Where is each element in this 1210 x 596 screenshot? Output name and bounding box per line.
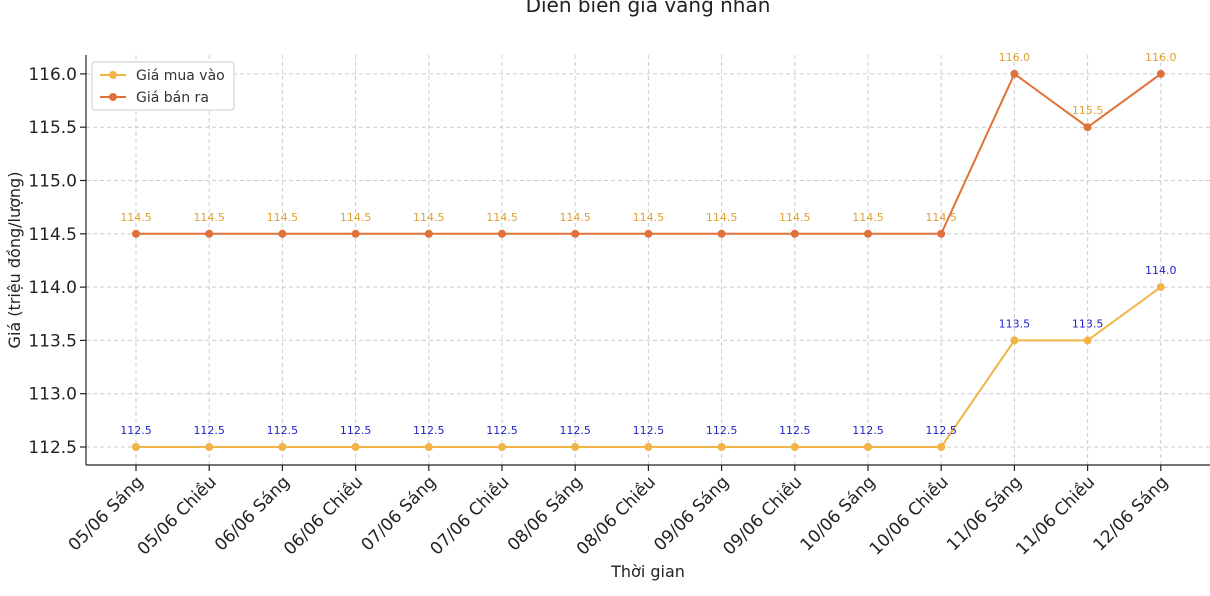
data-label: 112.5 — [193, 424, 225, 437]
data-point — [278, 229, 287, 238]
data-point — [790, 443, 799, 451]
data-point — [132, 443, 140, 451]
data-label: 114.5 — [852, 211, 884, 224]
data-label: 112.5 — [340, 424, 372, 437]
data-point — [1083, 123, 1092, 132]
data-label: 114.5 — [413, 211, 445, 224]
y-ticks: 112.5 113.0 113.5 114.0 114.5 115.0 115.5 116.0 — [28, 65, 86, 458]
y-tick-label: 114.5 — [28, 225, 77, 245]
legend-label: Giá mua vào — [136, 68, 225, 84]
data-point — [644, 443, 653, 451]
data-label: 114.5 — [779, 211, 811, 224]
series-line-0 — [136, 286, 1162, 448]
data-label: 114.5 — [120, 211, 152, 224]
data-point — [864, 229, 872, 238]
data-point — [1010, 336, 1019, 345]
data-label: 112.5 — [779, 424, 811, 437]
x-tick-label: 10/06 Chiều — [865, 472, 953, 560]
data-label: 112.5 — [486, 424, 518, 437]
data-label: 112.5 — [120, 424, 152, 437]
data-label: 116.0 — [999, 51, 1031, 64]
data-label: 112.5 — [559, 424, 591, 437]
data-label: 112.5 — [267, 424, 299, 437]
data-label: 112.5 — [706, 424, 738, 437]
data-label: 112.5 — [852, 424, 884, 437]
data-point — [498, 229, 506, 238]
x-tick-label: 12/06 Sáng — [1089, 472, 1172, 555]
legend: Giá mua vào Giá bán ra — [91, 61, 235, 111]
data-label: 114.5 — [559, 211, 591, 224]
data-label: 114.5 — [340, 211, 372, 224]
y-tick-label: 112.5 — [28, 438, 77, 458]
data-label: 114.5 — [925, 211, 957, 224]
x-tick-label: 11/06 Chiều — [1011, 472, 1099, 560]
data-point — [937, 229, 946, 238]
x-tick-label: 05/06 Chiều — [133, 472, 221, 560]
data-point — [205, 443, 214, 451]
legend-box — [91, 61, 235, 111]
data-label: 113.5 — [1072, 317, 1104, 330]
data-point — [717, 229, 726, 238]
data-point — [351, 443, 360, 451]
data-point — [717, 443, 726, 451]
data-label: 114.5 — [486, 211, 518, 224]
data-point — [644, 229, 653, 238]
data-label: 114.5 — [193, 211, 225, 224]
data-label: 112.5 — [413, 424, 445, 437]
data-point — [571, 229, 580, 238]
y-tick-label: 116.0 — [28, 65, 77, 85]
data-point — [498, 443, 506, 451]
y-tick-label: 114.0 — [28, 278, 77, 298]
data-point — [424, 443, 433, 451]
data-point — [351, 229, 360, 238]
data-label: 114.0 — [1145, 264, 1177, 277]
data-point — [205, 229, 214, 238]
data-point — [1010, 69, 1019, 78]
data-label: 115.5 — [1072, 104, 1104, 117]
grid — [86, 55, 1210, 465]
data-point — [1156, 283, 1165, 292]
data-point — [790, 229, 799, 238]
data-point — [1083, 336, 1092, 345]
data-point — [132, 229, 140, 238]
chart-title: Diễn biến giá vàng nhẫn — [526, 0, 771, 17]
y-tick-label: 113.0 — [28, 385, 77, 405]
data-label: 112.5 — [925, 424, 957, 437]
x-tick-label: 07/06 Chiều — [426, 472, 514, 560]
data-point — [278, 443, 287, 451]
data-point — [864, 443, 872, 451]
legend-marker — [109, 93, 117, 101]
data-label: 114.5 — [633, 211, 665, 224]
data-point — [424, 229, 433, 238]
data-point — [1156, 69, 1165, 78]
data-label: 116.0 — [1145, 51, 1177, 64]
data-point — [571, 443, 580, 451]
series — [132, 69, 1165, 451]
x-tick-label: 09/06 Chiều — [719, 472, 807, 560]
y-tick-label: 115.5 — [28, 118, 77, 138]
data-labels: 112.5 112.5 112.5 112.5 112.5 112.5 112.5 112.5… — [120, 51, 1176, 437]
x-axis-label: Thời gian — [610, 562, 685, 581]
legend-marker — [109, 71, 117, 79]
data-label: 112.5 — [633, 424, 665, 437]
data-label: 113.5 — [999, 317, 1031, 330]
data-label: 114.5 — [267, 211, 299, 224]
x-tick-label: 08/06 Chiều — [572, 472, 660, 560]
y-tick-label: 113.5 — [28, 331, 77, 351]
data-point — [937, 443, 946, 451]
x-tick-label: 06/06 Chiều — [279, 472, 367, 560]
y-axis-label: Giá (triệu đồng/lượng) — [5, 172, 24, 349]
legend-label: Giá bán ra — [136, 90, 209, 106]
y-tick-label: 115.0 — [28, 172, 77, 192]
data-label: 114.5 — [706, 211, 738, 224]
